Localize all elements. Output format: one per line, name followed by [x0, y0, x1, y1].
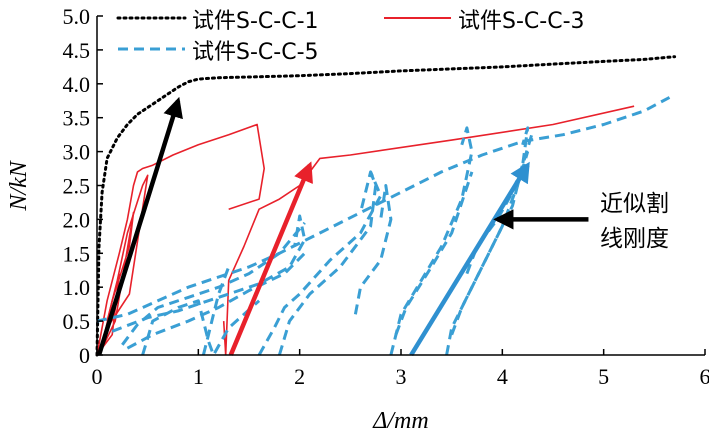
- annotation-line-2: 线刚度: [600, 226, 669, 252]
- legend-label-s-c-c-1: 试件S-C-C-1: [192, 9, 319, 34]
- series-3-line: [126, 252, 306, 350]
- x-axis-label: Δ/mm: [372, 408, 428, 434]
- plot-series: [95, 55, 677, 357]
- series-3-line: [111, 214, 307, 333]
- secant-stiffness-arrow: [96, 96, 183, 356]
- series-3-line: [389, 126, 474, 356]
- y-tick-label: 3.0: [63, 140, 91, 165]
- axes: [96, 15, 706, 356]
- series-3-line: [277, 171, 378, 356]
- plot-arrows: [96, 96, 589, 357]
- series-1-line: [95, 55, 677, 357]
- legend: 试件S-C-C-1 试件S-C-C-3 试件S-C-C-5: [116, 9, 585, 65]
- series-2-line: [106, 174, 149, 329]
- y-tick-label: 0: [79, 343, 90, 368]
- x-tick-label: 0: [92, 364, 103, 389]
- y-tick-label: 3.5: [63, 106, 91, 131]
- series-3-line: [394, 171, 474, 336]
- annotation-line-1: 近似割: [600, 191, 669, 217]
- secant-stiffness-arrow: [409, 161, 530, 357]
- series-3-line: [121, 221, 306, 346]
- y-tick-label: 5.0: [63, 4, 91, 29]
- y-tick-label: 2.0: [63, 207, 91, 232]
- series-3-line: [96, 96, 671, 323]
- x-tick-label: 3: [396, 364, 407, 389]
- x-tick-label: 5: [598, 364, 609, 389]
- legend-label-s-c-c-5: 试件S-C-C-5: [192, 40, 319, 65]
- y-tick-label: 2.5: [63, 174, 91, 199]
- series-2-line: [224, 105, 635, 356]
- x-tick-label: 2: [294, 364, 305, 389]
- tick-labels: 0 1 2 3 4 5 6 0 0.5 1.0 1.5 2.0 2.5 3.0 3.5 4.0 4.5 5.0: [63, 4, 709, 389]
- x-tick-label: 1: [193, 364, 204, 389]
- series-3-line: [445, 126, 530, 356]
- series-2-line: [96, 123, 266, 356]
- x-tick-label: 4: [497, 364, 508, 389]
- y-tick-label: 1.5: [63, 241, 91, 266]
- x-tick-label: 6: [700, 364, 709, 389]
- series-3-line: [201, 266, 231, 356]
- secant-stiffness-arrow: [228, 161, 313, 356]
- y-tick-label: 4.0: [63, 72, 91, 97]
- series-3-line: [257, 170, 383, 356]
- y-tick-label: 4.5: [63, 38, 91, 63]
- legend-label-s-c-c-3: 试件S-C-C-3: [458, 9, 585, 34]
- series-3-line: [353, 184, 393, 315]
- y-tick-label: 1.0: [63, 275, 91, 300]
- y-tick-label: 0.5: [63, 309, 91, 334]
- y-axis-label: N/kN: [6, 159, 32, 211]
